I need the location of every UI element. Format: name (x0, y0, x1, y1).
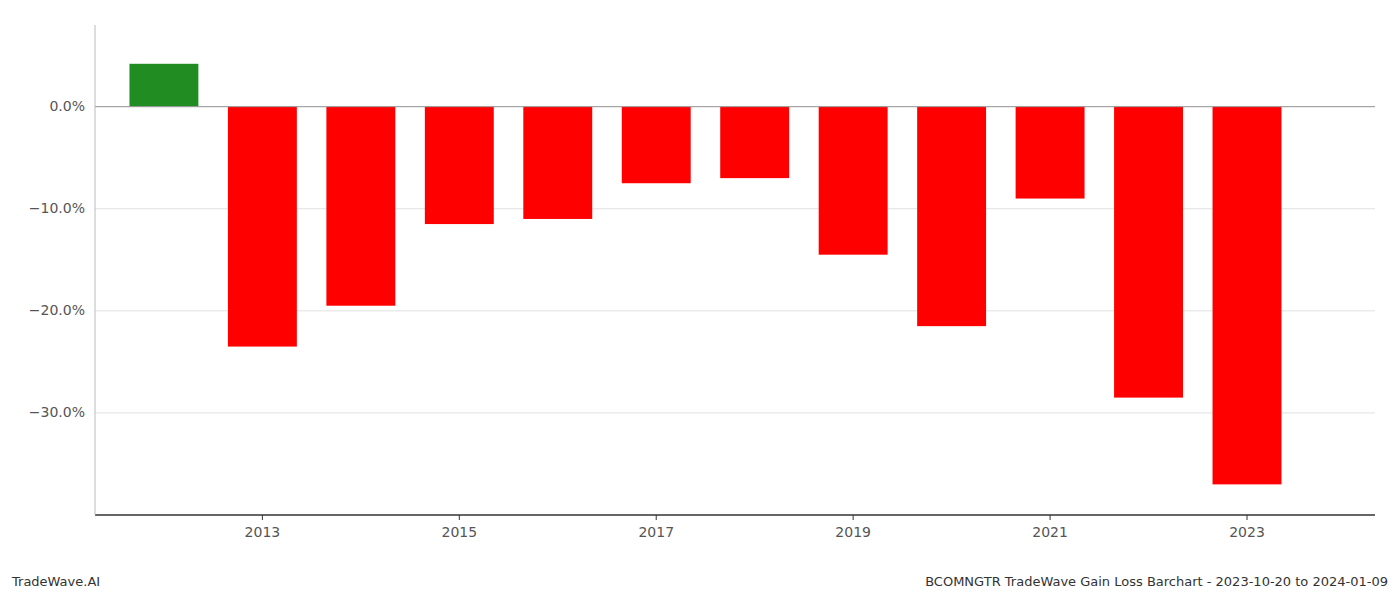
y-grid (95, 107, 1375, 413)
chart-container: 0.0%−10.0%−20.0%−30.0%201320152017201920… (0, 0, 1400, 600)
grid-line (95, 412, 1375, 413)
bar (425, 107, 494, 224)
bar (720, 107, 789, 178)
zero-line (95, 106, 1375, 107)
bar (917, 107, 986, 326)
y-tick-labels: 0.0% −10.0% −20.0% −30.0% (29, 98, 85, 420)
bar (1213, 107, 1282, 485)
bars (129, 64, 1281, 485)
x-tick (853, 515, 854, 520)
x-tick-label: 2017 (638, 524, 674, 540)
x-tick-label: 2021 (1032, 524, 1068, 540)
bar (326, 107, 395, 306)
chart-svg: 0.0%−10.0%−20.0%−30.0%201320152017201920… (0, 0, 1400, 600)
bar (1016, 107, 1085, 199)
bar (228, 107, 297, 347)
x-axis-line (95, 514, 1375, 516)
x-tick (459, 515, 460, 520)
x-tick-label: 2015 (441, 524, 477, 540)
y-tick-label: −30.0% (29, 404, 85, 420)
y-tick-label: −20.0% (29, 302, 85, 318)
x-tick (656, 515, 657, 520)
bar (1114, 107, 1183, 398)
annotation: TradeWave.AI (11, 574, 100, 589)
x-tick-label: 2023 (1229, 524, 1265, 540)
x-tick (1050, 515, 1051, 520)
y-tick-label: 0.0% (49, 98, 85, 114)
y-tick-label: −10.0% (29, 200, 85, 216)
bar (129, 64, 198, 107)
x-tick (262, 515, 263, 520)
bar (819, 107, 888, 255)
title: BCOMNGTR TradeWave Gain Loss Barchart - … (925, 574, 1388, 589)
y-axis-line (95, 25, 96, 515)
grid-line (95, 106, 1375, 107)
bar (523, 107, 592, 219)
x-tick-label: 2019 (835, 524, 871, 540)
x-tick-label: 2013 (245, 524, 281, 540)
x-tick-labels: 2013 2015 2017 2019 2021 2023 (245, 515, 1265, 540)
bar (622, 107, 691, 184)
x-tick (1247, 515, 1248, 520)
